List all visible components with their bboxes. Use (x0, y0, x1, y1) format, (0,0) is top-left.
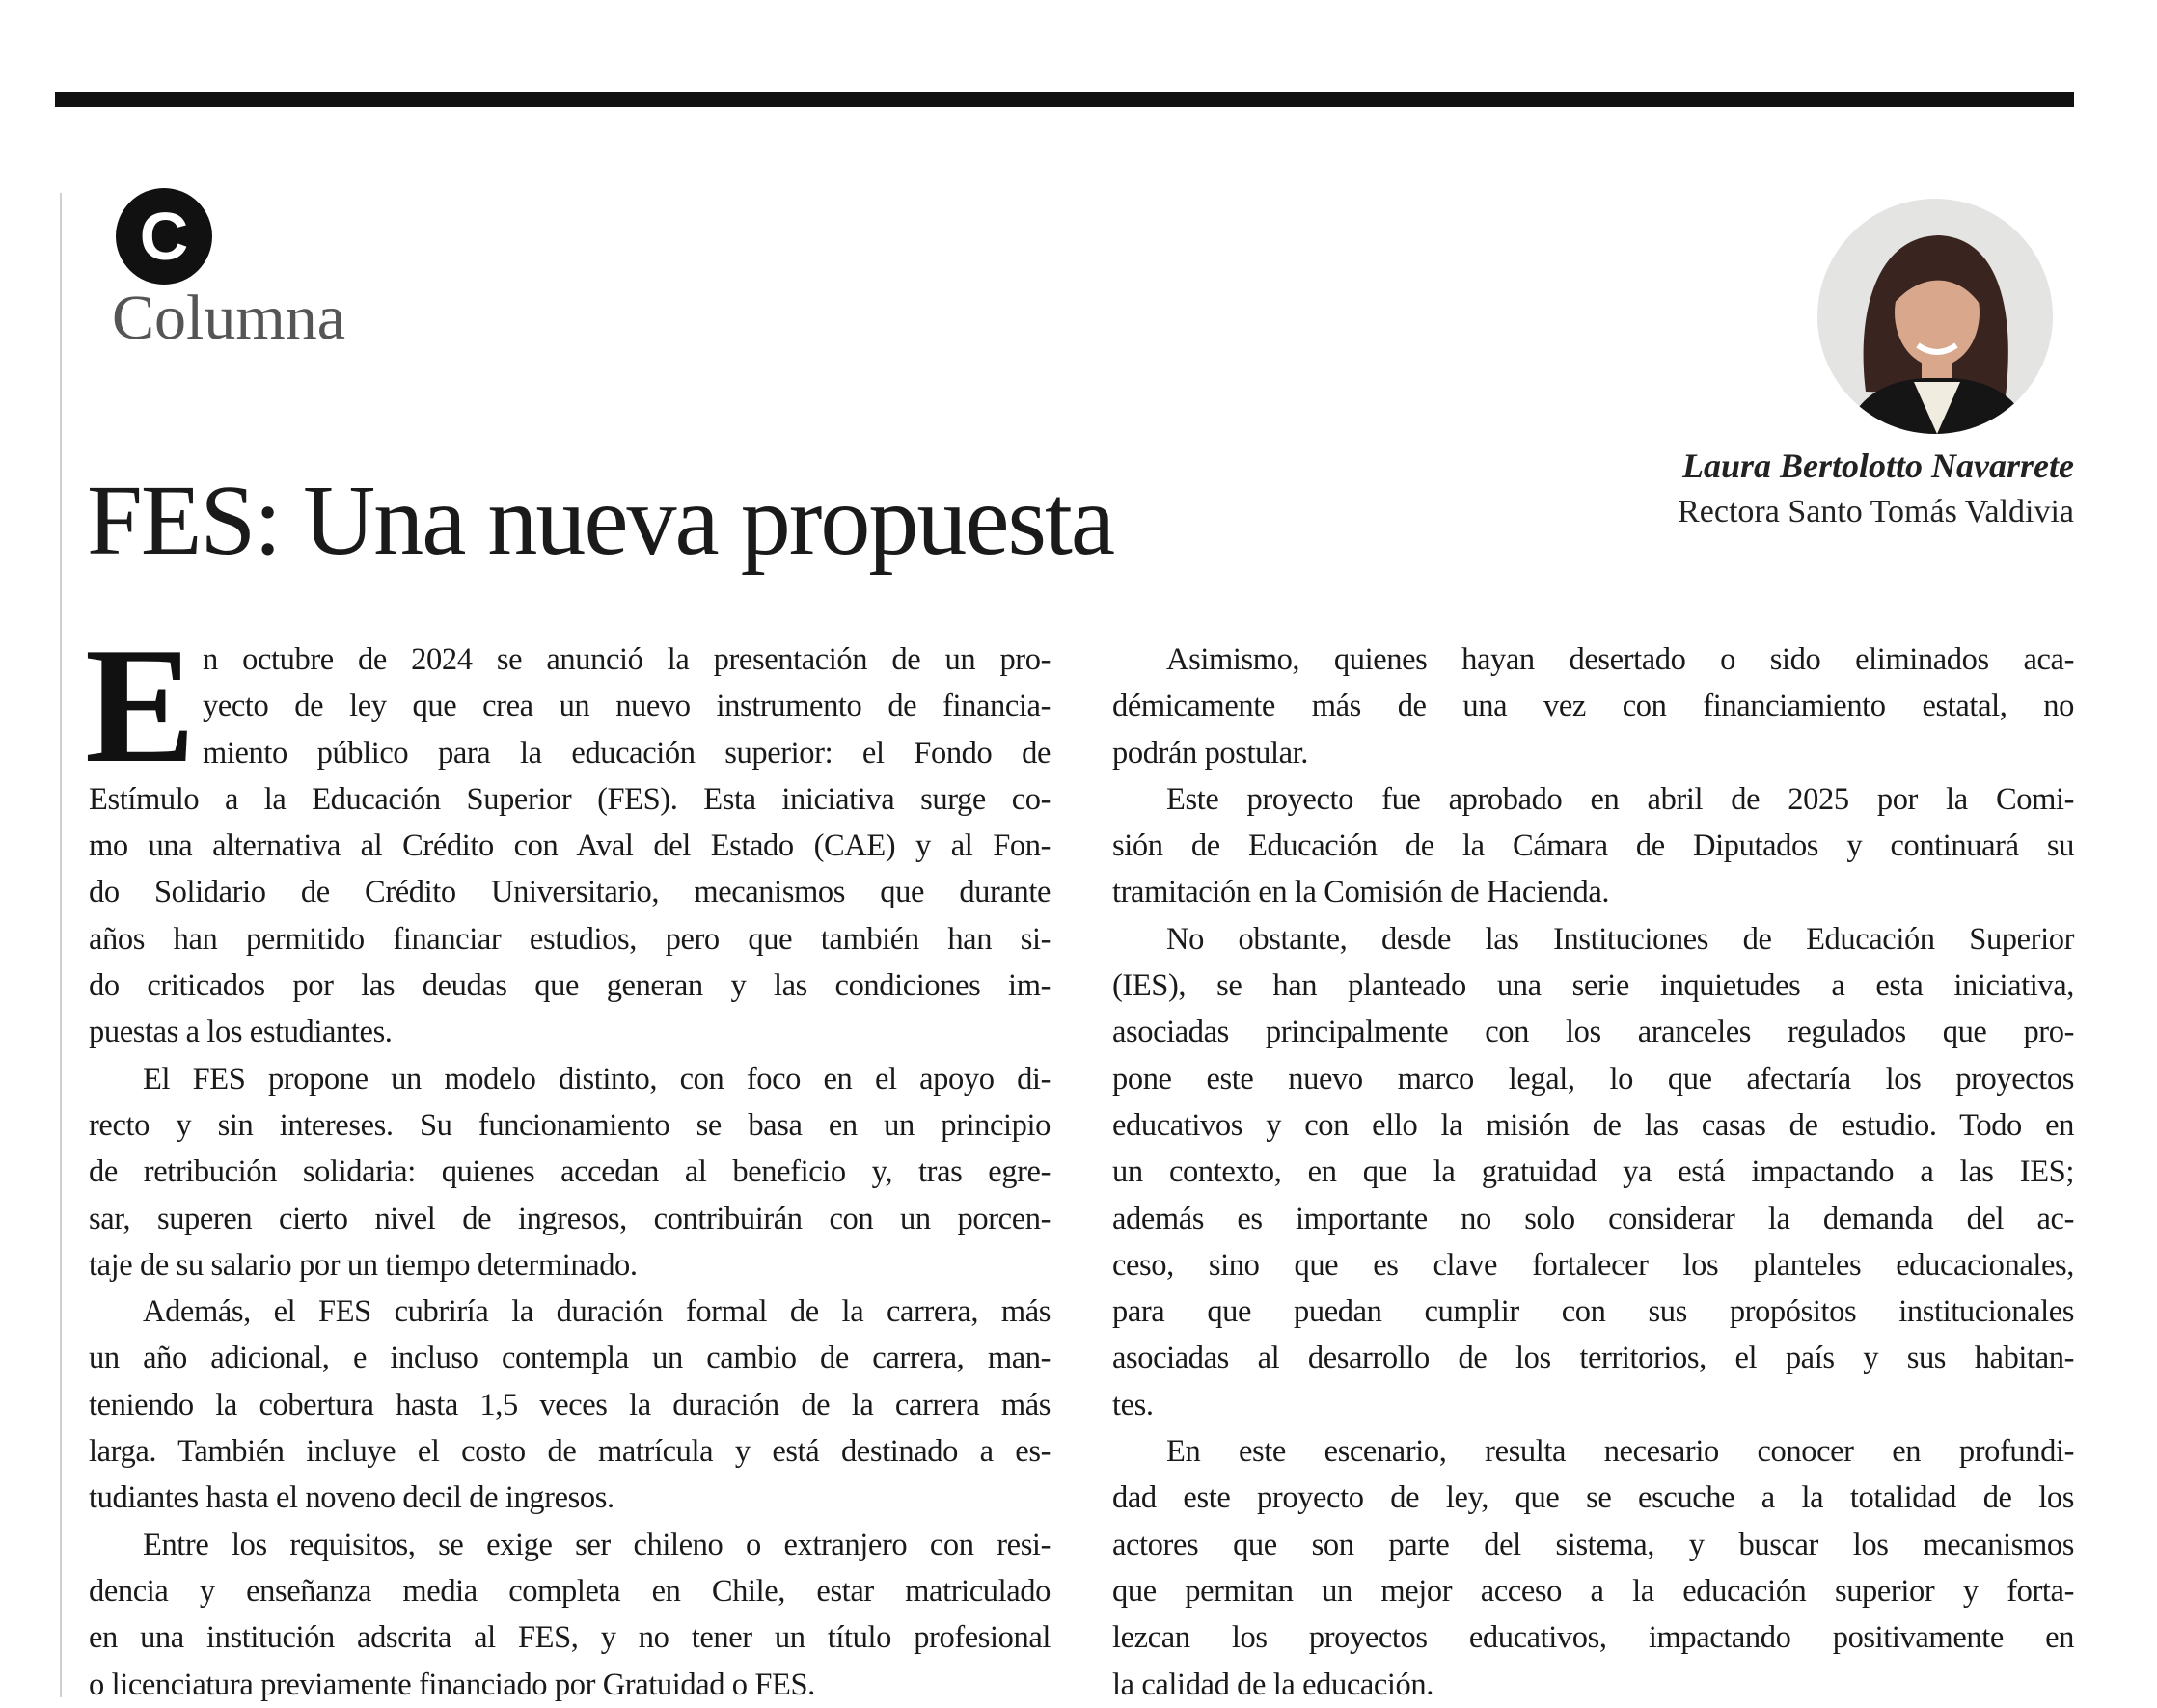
paragraph: Además, el FES cubriría la duración form… (89, 1288, 1051, 1521)
text-line: de retribución solidaria: quienes acceda… (89, 1154, 1051, 1190)
text-line: puestas a los estudiantes. (89, 1015, 393, 1050)
section-label: Columna (112, 283, 345, 353)
text-line: Asimismo, quienes hayan desertado o sido… (1166, 642, 2074, 677)
text-line: lezcan los proyectos educativos, impacta… (1112, 1620, 2074, 1656)
paragraph: En este escenario, resulta necesario con… (1112, 1428, 2074, 1708)
text-line: Entre los requisitos, se exige ser chile… (143, 1527, 1051, 1562)
left-rule (60, 193, 62, 1697)
text-line: El FES propone un modelo distinto, con f… (143, 1061, 1051, 1097)
text-line: démicamente más de una vez con financiam… (1112, 689, 2074, 724)
text-line: teniendo la cobertura hasta 1,5 veces la… (89, 1387, 1051, 1423)
section-badge-icon: C (116, 188, 212, 285)
author-byline: Laura Bertolotto Navarrete Rectora Santo… (1678, 446, 2074, 530)
text-line: taje de su salario por un tiempo determi… (89, 1247, 638, 1283)
text-line: o licenciatura previamente financiado po… (89, 1667, 815, 1702)
text-line: ceso, sino que es clave fortalecer los p… (1112, 1247, 2074, 1283)
text-line: Estímulo a la Educación Superior (FES). … (89, 781, 1051, 817)
text-line: Este proyecto fue aprobado en abril de 2… (1166, 781, 2074, 817)
author-photo (1817, 199, 2053, 434)
paragraph: n octubre de 2024 se anunció la presenta… (89, 637, 1051, 1056)
text-line: pone este nuevo marco legal, lo que afec… (1112, 1061, 2074, 1097)
article-column-2: Asimismo, quienes hayan desertado o sido… (1112, 637, 2074, 1708)
paragraph: No obstante, desde las Instituciones de … (1112, 916, 2074, 1428)
text-line: actores que son parte del sistema, y bus… (1112, 1527, 2074, 1562)
text-line: Además, el FES cubriría la duración form… (143, 1294, 1051, 1330)
paragraph: Este proyecto fue aprobado en abril de 2… (1112, 776, 2074, 916)
paragraph: Asimismo, quienes hayan desertado o sido… (1112, 637, 2074, 776)
text-line: miento público para la educación superio… (203, 735, 1051, 771)
text-line: (IES), se han planteado una serie inquie… (1112, 968, 2074, 1004)
text-line: un contexto, en que la gratuidad ya está… (1112, 1154, 2074, 1190)
text-line: años han permitido financiar estudios, p… (89, 921, 1051, 957)
article-column-1: E n octubre de 2024 se anunció la presen… (85, 623, 1051, 1708)
text-line: que permitan un mejor acceso a la educac… (1112, 1573, 2074, 1609)
top-rule (55, 92, 2074, 107)
text-line: larga. También incluye el costo de matrí… (89, 1434, 1051, 1470)
text-line: la calidad de la educación. (1112, 1667, 1433, 1702)
text-line: asociadas al desarrollo de los territori… (1112, 1341, 2074, 1376)
text-line: tes. (1112, 1387, 1154, 1423)
text-line: mo una alternativa al Crédito con Aval d… (89, 828, 1051, 864)
text-line: n octubre de 2024 se anunció la presenta… (203, 642, 1051, 677)
text-line: do Solidario de Crédito Universitario, m… (89, 875, 1051, 910)
text-line: sar, superen cierto nivel de ingresos, c… (89, 1201, 1051, 1236)
text-line: sión de Educación de la Cámara de Diputa… (1112, 828, 2074, 864)
text-line: para que puedan cumplir con sus propósit… (1112, 1294, 2074, 1330)
text-line: dad este proyecto de ley, que se escuche… (1112, 1480, 2074, 1516)
drop-cap: E (85, 614, 196, 798)
page-title: FES: Una nueva propuesta (87, 465, 1115, 576)
text-line: educativos y con ello la misión de las c… (1112, 1107, 2074, 1143)
author-name: Laura Bertolotto Navarrete (1682, 447, 2074, 485)
text-line: asociadas principalmente con los arancel… (1112, 1015, 2074, 1050)
text-line: En este escenario, resulta necesario con… (1166, 1434, 2074, 1470)
text-line: podrán postular. (1112, 735, 1309, 771)
text-line: do criticados por las deudas que generan… (89, 968, 1051, 1004)
paragraph: El FES propone un modelo distinto, con f… (89, 1056, 1051, 1288)
text-line: un año adicional, e incluso contempla un… (89, 1341, 1051, 1376)
text-line: tudiantes hasta el noveno decil de ingre… (89, 1480, 614, 1516)
text-line: en una institución adscrita al FES, y no… (89, 1620, 1051, 1656)
text-line: además es importante no solo considerar … (1112, 1201, 2074, 1236)
text-line: dencia y enseñanza media completa en Chi… (89, 1573, 1051, 1609)
text-line: recto y sin intereses. Su funcionamiento… (89, 1107, 1051, 1143)
author-role: Rectora Santo Tomás Valdivia (1678, 494, 2074, 529)
text-line: yecto de ley que crea un nuevo instrumen… (203, 689, 1051, 724)
text-line: No obstante, desde las Instituciones de … (1166, 921, 2074, 957)
text-line: tramitación en la Comisión de Hacienda. (1112, 875, 1610, 910)
paragraph: Entre los requisitos, se exige ser chile… (89, 1522, 1051, 1708)
